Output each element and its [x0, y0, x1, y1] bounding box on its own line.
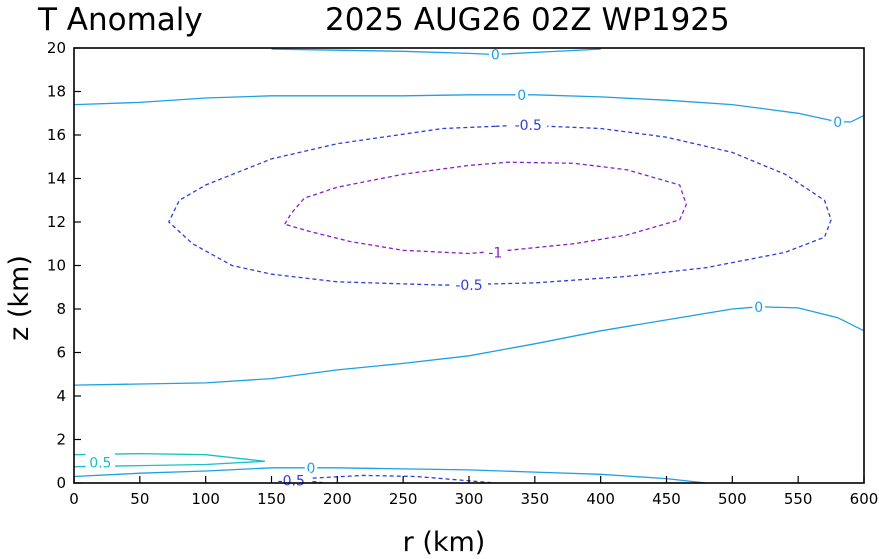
contour-label-bg: [489, 45, 502, 62]
contour-line-6: [283, 161, 687, 255]
contour-label-6-0: -1: [488, 245, 502, 261]
contour-label-5-1: -0.5: [455, 278, 482, 294]
contour-label-5-0: -0.5: [515, 118, 542, 134]
plot-frame: [73, 47, 865, 484]
x-tick-label: 250: [389, 490, 418, 508]
contour-label-4-0: 0.5: [89, 455, 111, 471]
y-tick-label: 0: [56, 474, 66, 492]
contour-label-1-0: 0: [517, 88, 526, 104]
contour-line-7: [278, 474, 496, 483]
contour-line-5: [168, 124, 832, 286]
contour-label-7-0: -0.5: [278, 473, 305, 489]
x-tick-label: 50: [130, 490, 149, 508]
y-tick-label: 8: [56, 300, 66, 318]
x-tick-label: 450: [652, 490, 681, 508]
y-axis: 0 2 4 6 8 10 12 14 16 18 20: [47, 39, 81, 492]
contour-label-1-1: 0: [833, 115, 842, 131]
y-tick-label: 2: [56, 431, 66, 449]
y-axis-label: z (km): [4, 255, 35, 341]
contour-line-0: [271, 48, 601, 56]
x-tick-label: 350: [521, 490, 550, 508]
contour-label-bg: [484, 243, 506, 260]
contour-label-bg: [515, 85, 528, 102]
y-tick-label: 18: [47, 83, 66, 101]
contour-label-bg: [831, 112, 844, 129]
contour-label-0-0: 0: [491, 48, 500, 64]
y-tick-label: 4: [56, 387, 66, 405]
chart-title-left: T Anomaly: [37, 2, 203, 38]
contour-label-2-0: 0: [754, 300, 763, 316]
y-tick-label: 6: [56, 344, 66, 362]
chart-title-right: 2025 AUG26 02Z WP1925: [325, 2, 730, 38]
contour-line-4: [74, 452, 265, 468]
x-tick-label: 150: [257, 490, 286, 508]
y-tick-label: 14: [47, 170, 66, 188]
contour-label-bg: [304, 458, 318, 475]
x-tick-label: 0: [69, 490, 79, 508]
contour-line-3: [74, 467, 707, 483]
x-tick-label: 100: [191, 490, 220, 508]
y-tick-label: 12: [47, 213, 66, 231]
contour-label-3-0: 0: [307, 461, 316, 477]
contour-lines: [74, 48, 864, 483]
contour-labels: 0 0 0 0 0 0.5 -0.5 -0.5 -1 -0.5: [85, 45, 844, 489]
x-axis: 0 50 100 150 200 250 300 350 400 450 500 550 600: [69, 476, 878, 508]
y-tick-label: 20: [47, 39, 66, 57]
contour-line-1: [74, 94, 864, 123]
x-tick-label: 200: [323, 490, 352, 508]
x-tick-label: 500: [718, 490, 747, 508]
contour-label-bg: [752, 297, 765, 314]
contour-line-2: [74, 306, 864, 386]
contour-label-bg: [85, 453, 116, 470]
x-tick-label: 300: [455, 490, 484, 508]
x-tick-label: 400: [586, 490, 615, 508]
x-axis-label: r (km): [403, 527, 486, 558]
x-tick-label: 550: [784, 490, 813, 508]
contour-label-bg: [450, 276, 488, 293]
contour-label-bg: [509, 116, 548, 133]
y-tick-label: 10: [47, 257, 66, 275]
x-tick-label: 600: [850, 490, 879, 508]
y-tick-label: 16: [47, 126, 66, 144]
